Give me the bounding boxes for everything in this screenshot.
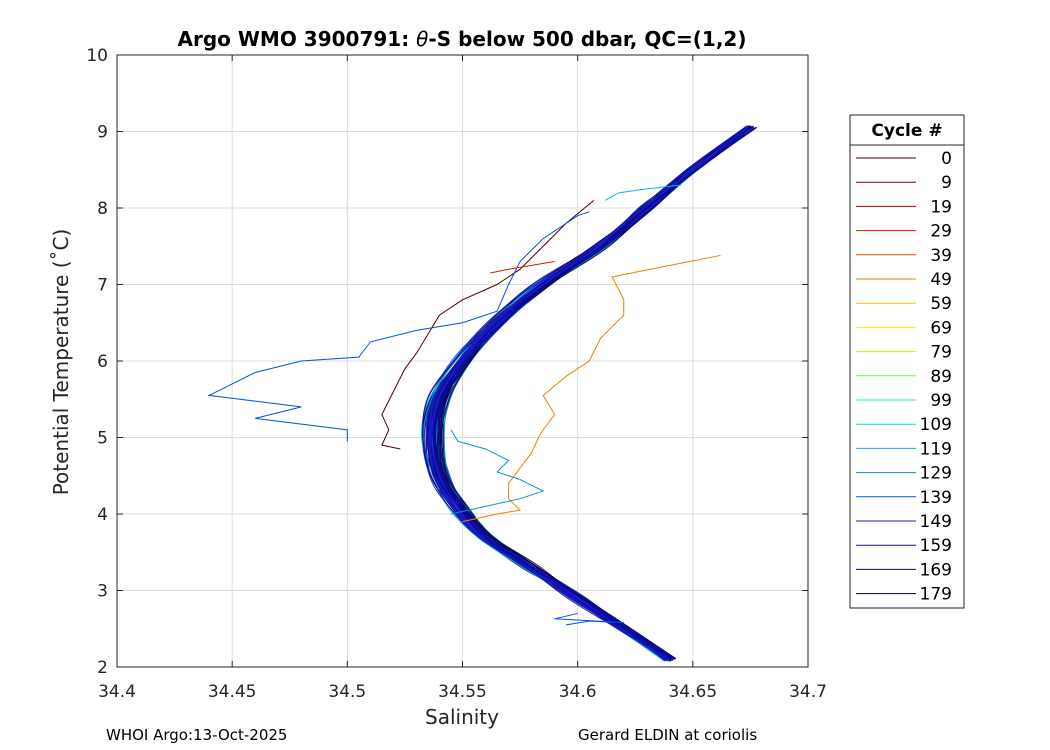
y-tick-label: 10 xyxy=(86,46,108,66)
profile-curve-core xyxy=(428,128,748,659)
legend-label-9: 9 xyxy=(941,173,952,193)
y-tick-label: 5 xyxy=(97,429,108,449)
legend-label-119: 119 xyxy=(920,439,952,459)
profile-curve-cycle-0 xyxy=(381,199,595,450)
legend-label-179: 179 xyxy=(920,585,952,605)
legend-label-99: 99 xyxy=(930,391,952,411)
legend-label-0: 0 xyxy=(941,149,952,169)
legend-label-109: 109 xyxy=(920,415,952,435)
x-tick-label: 34.45 xyxy=(208,682,257,702)
legend-label-149: 149 xyxy=(920,512,952,532)
x-axis-ticks: 34.4 34.45 34.5 34.55 34.6 34.65 34.7 xyxy=(98,55,827,702)
profile-curve-cycle-139b xyxy=(554,612,624,626)
footer-left: WHOI Argo:13-Oct-2025 xyxy=(106,726,288,744)
x-tick-label: 34.7 xyxy=(789,682,827,702)
profile-curve-cycle-139 xyxy=(207,211,590,442)
data-curves xyxy=(207,125,757,662)
legend-label-19: 19 xyxy=(930,197,952,217)
legend-label-89: 89 xyxy=(930,367,952,387)
legend-title: Cycle # xyxy=(871,121,942,141)
profile-curve-core xyxy=(431,128,751,662)
legend-label-129: 129 xyxy=(920,464,952,484)
x-tick-label: 34.4 xyxy=(98,682,136,702)
y-tick-label: 7 xyxy=(97,276,108,296)
x-tick-label: 34.55 xyxy=(438,682,487,702)
legend-label-29: 29 xyxy=(930,222,952,242)
y-tick-label: 4 xyxy=(97,505,108,525)
chart-title: Argo WMO 3900791: θ-S below 500 dbar, QC… xyxy=(178,27,747,51)
legend-label-49: 49 xyxy=(930,270,952,290)
legend-label-159: 159 xyxy=(920,536,952,556)
x-tick-label: 34.65 xyxy=(668,682,717,702)
profile-curve-cycle-119 xyxy=(605,184,682,201)
legend-label-39: 39 xyxy=(930,246,952,266)
y-tick-label: 2 xyxy=(97,658,108,678)
legend-box xyxy=(849,114,965,609)
x-tick-label: 34.6 xyxy=(559,682,597,702)
x-axis-label: Salinity xyxy=(425,705,499,729)
legend-label-69: 69 xyxy=(930,318,952,338)
y-tick-label: 6 xyxy=(97,352,108,372)
legend-label-139: 139 xyxy=(920,488,952,508)
legend: Cycle # 0 9 19 29 39 49 59 69 79 89 99 109 119 129 139… xyxy=(849,114,965,609)
x-tick-label: 34.5 xyxy=(328,682,366,702)
legend-label-169: 169 xyxy=(920,560,952,580)
y-tick-label: 9 xyxy=(97,123,108,143)
profile-curve-cycle-129 xyxy=(450,429,545,515)
profile-curve-cycle-29 xyxy=(490,261,555,274)
footer-right: Gerard ELDIN at coriolis xyxy=(578,726,758,744)
y-axis-ticks: 2 3 4 5 6 7 8 9 10 xyxy=(86,46,808,678)
profile-curve-core xyxy=(434,126,751,660)
legend-label-59: 59 xyxy=(930,294,952,314)
y-tick-label: 3 xyxy=(97,582,108,602)
profile-curve-cycle-49 xyxy=(462,254,721,523)
legend-label-79: 79 xyxy=(930,343,952,363)
y-axis-label: Potential Temperature (˚C) xyxy=(49,229,73,496)
legend-entries: 0 9 19 29 39 49 59 69 79 89 99 109 119 129 139 149 159 16… xyxy=(856,149,952,605)
y-tick-label: 8 xyxy=(97,199,108,219)
